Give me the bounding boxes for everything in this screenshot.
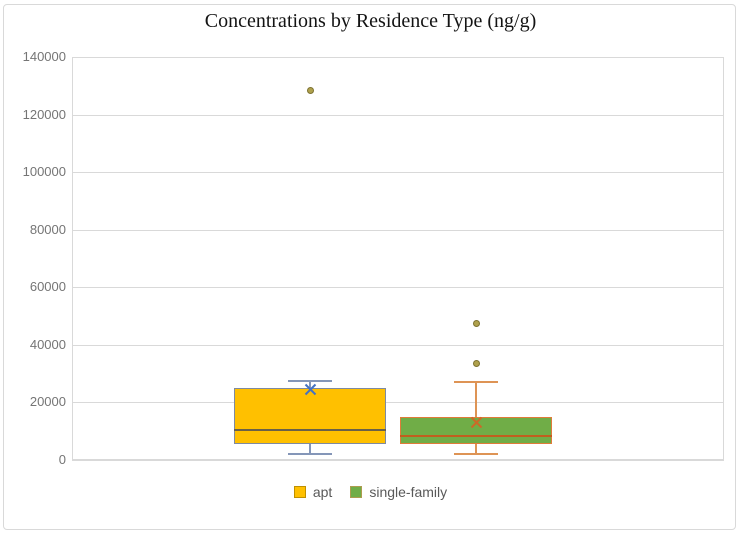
y-axis-tick-label: 60000 xyxy=(29,279,66,295)
y-axis-tick-label: 20000 xyxy=(29,394,66,410)
gridline xyxy=(72,229,724,231)
legend-label: single-family xyxy=(369,484,448,500)
outlier-point[interactable] xyxy=(306,86,314,94)
legend-label: apt xyxy=(312,484,333,500)
whisker-line xyxy=(475,444,477,455)
whisker-line xyxy=(309,380,311,389)
whisker-cap xyxy=(454,453,498,456)
legend: apt single-family xyxy=(0,484,741,500)
legend-swatch xyxy=(293,486,306,498)
whisker-cap xyxy=(288,379,332,382)
whisker-cap xyxy=(454,381,498,384)
gridline xyxy=(72,114,724,116)
median-line xyxy=(234,428,386,431)
y-axis-tick-label: 40000 xyxy=(29,336,66,352)
y-axis-tick-label: 120000 xyxy=(22,106,66,122)
mean-marker xyxy=(470,416,482,429)
gridline xyxy=(72,344,724,346)
box-apt[interactable] xyxy=(234,388,386,445)
median-line xyxy=(400,434,552,437)
gridline xyxy=(72,172,724,174)
legend-item-single-family[interactable]: single-family xyxy=(350,484,447,500)
y-axis-tick-label: 100000 xyxy=(22,164,66,180)
whisker-cap xyxy=(288,453,332,456)
plot-area-border xyxy=(72,57,724,460)
legend-item-apt[interactable]: apt xyxy=(293,484,333,500)
y-axis-tick-label: 0 xyxy=(58,452,66,467)
legend-swatch xyxy=(350,486,363,498)
y-axis-tick-label: 140000 xyxy=(22,49,66,64)
gridline xyxy=(72,402,724,404)
whisker-line xyxy=(475,382,477,417)
chart-border xyxy=(3,4,736,530)
gridline xyxy=(72,460,724,461)
chart-title: Concentrations by Residence Type (ng/g) xyxy=(204,10,537,32)
outlier-point[interactable] xyxy=(472,319,480,327)
mean-marker xyxy=(304,383,316,396)
gridline xyxy=(72,287,724,289)
y-axis-tick-label: 80000 xyxy=(29,221,66,237)
whisker-line xyxy=(309,444,311,455)
outlier-point[interactable] xyxy=(472,360,480,368)
